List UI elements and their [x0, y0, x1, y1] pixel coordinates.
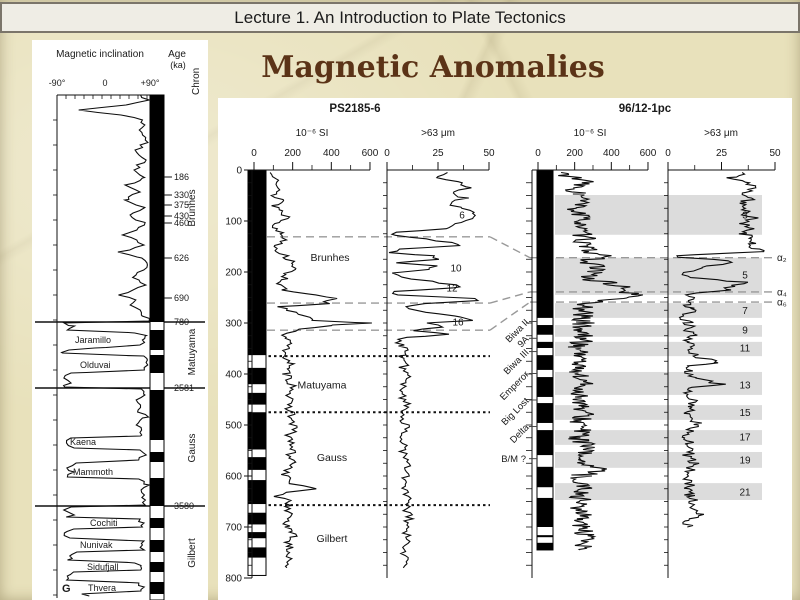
chron-axis-label: Chron [191, 68, 202, 95]
svg-text:α₂: α₂ [777, 253, 787, 264]
svg-text:>63 μm: >63 μm [704, 128, 738, 139]
svg-text:100: 100 [225, 217, 242, 228]
svg-text:11: 11 [740, 343, 751, 354]
svg-text:0: 0 [236, 166, 242, 177]
svg-text:Emperor: Emperor [498, 369, 532, 403]
svg-text:600: 600 [640, 148, 657, 159]
svg-text:25: 25 [716, 148, 728, 159]
svg-text:Nunivak: Nunivak [80, 540, 113, 550]
svg-text:(ka): (ka) [170, 60, 186, 70]
inclination-figure-panel: Magnetic inclination Age (ka) Chron -90° 0 +90… [32, 40, 208, 600]
svg-text:430: 430 [174, 211, 189, 221]
svg-text:Gilbert: Gilbert [187, 538, 198, 568]
svg-text:800: 800 [225, 574, 242, 585]
svg-text:Jaramillo: Jaramillo [75, 335, 111, 345]
svg-text:0: 0 [102, 78, 107, 88]
core2-susceptibility-curve [558, 171, 644, 551]
svg-text:400: 400 [603, 148, 620, 159]
magnetic-inclination-figure: Magnetic inclination Age(ka) Chron -90° 0 +90… [35, 49, 205, 600]
svg-text:5: 5 [742, 271, 748, 282]
svg-text:Brunhes: Brunhes [187, 189, 198, 226]
svg-text:17: 17 [739, 433, 751, 444]
svg-text:Kaena: Kaena [70, 437, 96, 447]
svg-text:0: 0 [535, 148, 541, 159]
svg-text:460: 460 [174, 218, 189, 228]
svg-text:375: 375 [174, 200, 189, 210]
svg-text:Matuyama: Matuyama [297, 380, 346, 392]
svg-text:Gilbert: Gilbert [317, 533, 348, 545]
ps-grain-curve [388, 172, 480, 569]
svg-text:16: 16 [452, 317, 464, 328]
svg-text:9: 9 [742, 326, 748, 337]
core2-polarity-column [536, 169, 554, 551]
svg-text:Thvera: Thvera [88, 583, 116, 593]
svg-text:Matuyama: Matuyama [187, 328, 198, 375]
svg-text:330: 330 [174, 190, 189, 200]
svg-text:Olduvai: Olduvai [80, 360, 111, 370]
svg-text:50: 50 [483, 148, 495, 159]
svg-text:10: 10 [450, 263, 462, 274]
svg-text:α₆: α₆ [777, 298, 787, 309]
inclination-curve [60, 94, 152, 597]
svg-text:600: 600 [362, 148, 379, 159]
core1-title: PS2185-6 [329, 103, 380, 115]
svg-text:13: 13 [739, 381, 751, 392]
cores-figure-panel: α₂ α₄ α₆ 0 100 200 300 400 500 600 700 800 0 200 400 60… [218, 98, 792, 600]
svg-text:6: 6 [459, 210, 465, 221]
correlation-lines [254, 236, 774, 331]
svg-text:200: 200 [225, 268, 242, 279]
core2-grain-curve [676, 172, 765, 528]
svg-text:186: 186 [174, 172, 189, 182]
svg-text:400: 400 [323, 148, 340, 159]
svg-text:626: 626 [174, 253, 189, 263]
svg-text:Age: Age [168, 49, 186, 60]
svg-text:10⁻⁶ SI: 10⁻⁶ SI [296, 128, 329, 139]
svg-text:Gauss: Gauss [187, 434, 198, 463]
svg-text:400: 400 [225, 370, 242, 381]
svg-text:0: 0 [384, 148, 390, 159]
lecture-header-bar: Lecture 1. An Introduction to Plate Tect… [0, 2, 800, 33]
svg-text:Cochiti: Cochiti [90, 518, 118, 528]
svg-text:Mammoth: Mammoth [73, 467, 113, 477]
svg-text:200: 200 [284, 148, 301, 159]
svg-text:200: 200 [566, 148, 583, 159]
svg-text:α₄: α₄ [777, 287, 787, 298]
svg-text:500: 500 [225, 421, 242, 432]
svg-text:B/M ?: B/M ? [501, 454, 526, 465]
slide-title: Magnetic Anomalies [261, 50, 605, 85]
svg-text:15: 15 [739, 408, 751, 419]
svg-text:Magnetic inclination: Magnetic inclination [56, 49, 144, 60]
svg-text:25: 25 [432, 148, 444, 159]
svg-text:Sidufjall: Sidufjall [87, 562, 119, 572]
svg-text:690: 690 [174, 293, 189, 303]
svg-text:-90°: -90° [49, 78, 66, 88]
isotope-stage-bands [555, 194, 762, 500]
svg-text:0: 0 [665, 148, 671, 159]
svg-text:3580: 3580 [174, 501, 194, 511]
core2-title: 96/12-1pc [619, 103, 672, 115]
svg-text:12: 12 [446, 283, 458, 294]
svg-text:700: 700 [225, 523, 242, 534]
svg-text:2581: 2581 [174, 383, 194, 393]
left-polarity-column [149, 94, 165, 600]
svg-text:>63 μm: >63 μm [421, 128, 455, 139]
svg-text:300: 300 [225, 319, 242, 330]
svg-text:7: 7 [742, 306, 748, 317]
svg-text:50: 50 [769, 148, 781, 159]
svg-text:21: 21 [739, 487, 751, 498]
svg-text:10⁻⁶ SI: 10⁻⁶ SI [574, 128, 607, 139]
svg-text:Brunhes: Brunhes [310, 252, 349, 264]
svg-text:Gauss: Gauss [317, 452, 347, 464]
svg-text:+90°: +90° [141, 78, 160, 88]
svg-text:0: 0 [251, 148, 257, 159]
ps-susceptibility-curve [269, 172, 372, 569]
lecture-title: Lecture 1. An Introduction to Plate Tect… [234, 7, 566, 27]
svg-text:780: 780 [174, 317, 189, 327]
svg-text:G: G [62, 583, 71, 595]
svg-text:19: 19 [739, 456, 751, 467]
svg-text:600: 600 [225, 472, 242, 483]
